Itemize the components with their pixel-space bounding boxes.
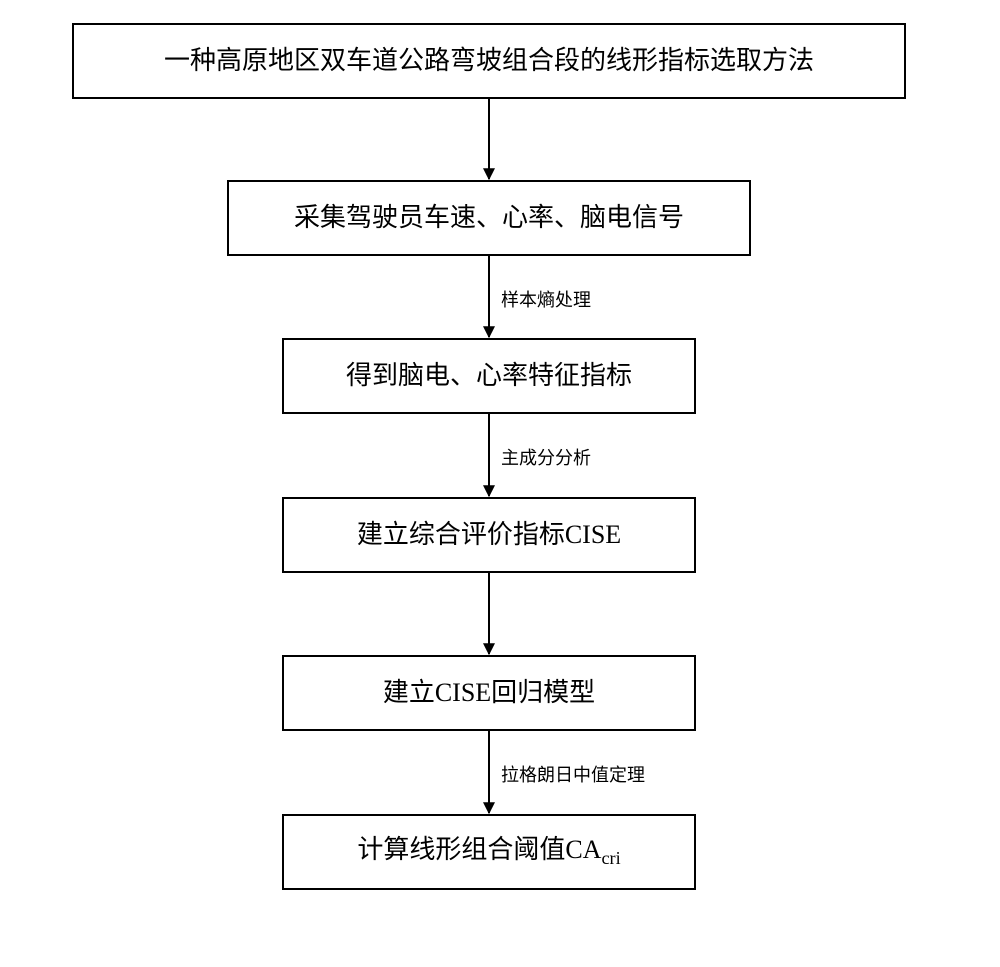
edge-label: 主成分分析: [501, 444, 591, 470]
flowchart-node: 建立综合评价指标CISE: [282, 497, 696, 573]
node-label: 计算线形组合阈值CAcri: [357, 834, 620, 870]
edge-label: 拉格朗日中值定理: [501, 761, 645, 787]
edge-label: 样本熵处理: [501, 286, 591, 312]
flowchart-node: 采集驾驶员车速、心率、脑电信号: [227, 180, 751, 256]
node-label: 一种高原地区双车道公路弯坡组合段的线形指标选取方法: [164, 45, 814, 76]
flowchart-node: 得到脑电、心率特征指标: [282, 338, 696, 414]
flowchart-node: 建立CISE回归模型: [282, 655, 696, 731]
node-label: 建立综合评价指标CISE: [357, 519, 621, 550]
node-label: 建立CISE回归模型: [383, 677, 595, 708]
flowchart-node: 一种高原地区双车道公路弯坡组合段的线形指标选取方法: [72, 23, 906, 99]
node-label: 得到脑电、心率特征指标: [346, 360, 632, 391]
flowchart-node: 计算线形组合阈值CAcri: [282, 814, 696, 890]
node-label: 采集驾驶员车速、心率、脑电信号: [294, 202, 684, 233]
